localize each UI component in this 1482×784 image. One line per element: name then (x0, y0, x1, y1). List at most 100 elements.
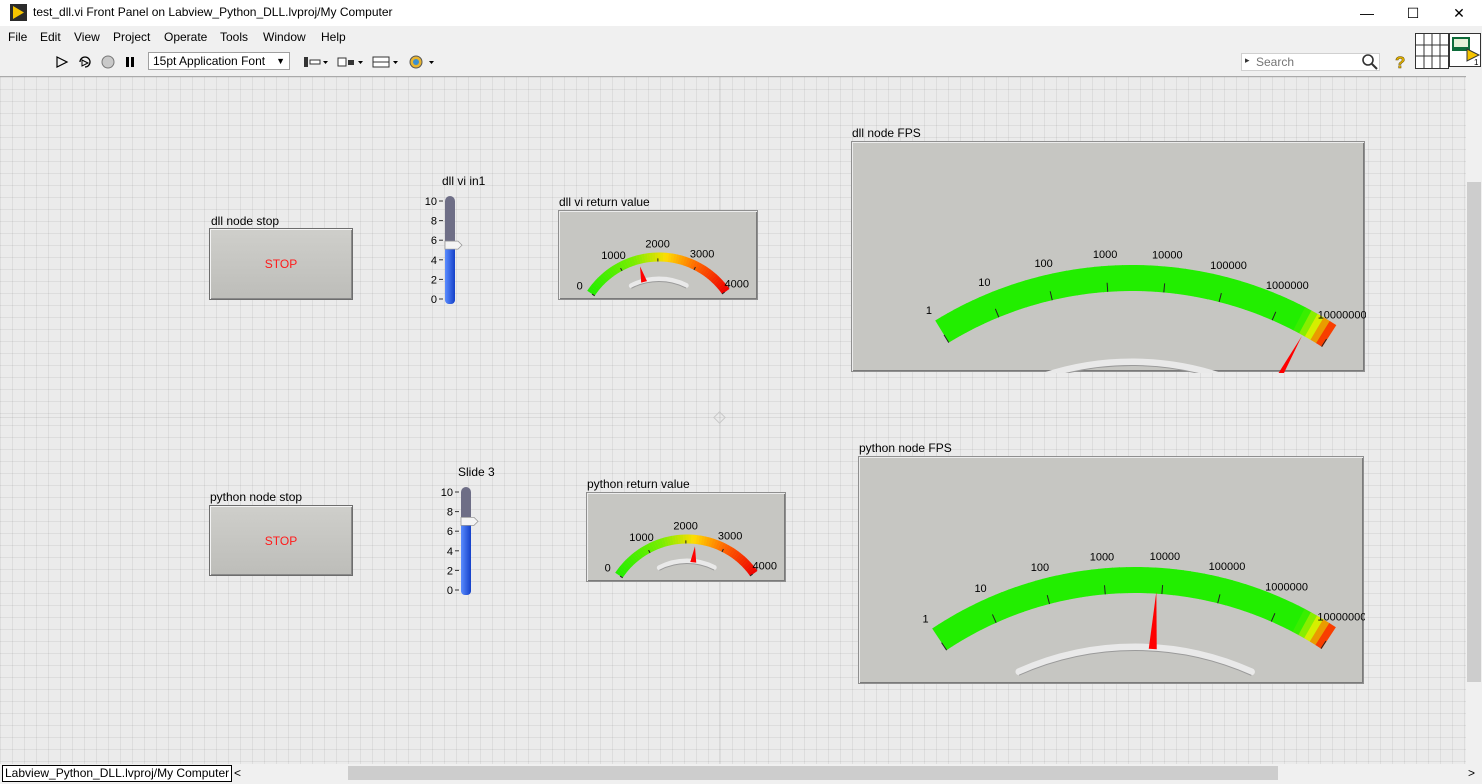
gauge-color-band (595, 277, 605, 287)
gauge-color-band (643, 544, 651, 555)
distribute-objects-icon[interactable] (336, 54, 364, 70)
gauge-hub (1015, 643, 1255, 676)
gauge-color-band (1237, 584, 1254, 612)
gauge-color-band (1038, 274, 1053, 302)
gauge-color-band (1281, 300, 1300, 328)
gauge-color-band (1232, 280, 1248, 308)
dll-slider[interactable]: 10 8 6 4 2 0 (410, 193, 470, 309)
vi-icon[interactable]: 1 (1449, 33, 1481, 67)
gauge-color-band (938, 620, 959, 647)
resize-objects-icon[interactable] (371, 54, 399, 70)
project-path-indicator[interactable]: Labview_Python_DLL.lvproj/My Computer (2, 765, 233, 782)
gauge-tick-label: 1000 (1093, 249, 1117, 261)
search-input[interactable] (1256, 55, 1356, 69)
gauge-color-band (1213, 275, 1228, 303)
title-bar: test_dll.vi Front Panel on Labview_Pytho… (0, 0, 1482, 26)
gauge-hub (1014, 358, 1255, 393)
gauge-color-band (620, 260, 627, 270)
close-button[interactable]: ✕ (1453, 4, 1465, 21)
gauge-color-band (708, 272, 717, 282)
gauge-color-band (717, 541, 724, 551)
gauge-color-band (1257, 289, 1274, 317)
python-slider-scale[interactable]: 10 8 6 4 2 0 (426, 484, 486, 600)
gauge-color-band (650, 541, 657, 551)
gauge-tick-label: 0 (577, 281, 583, 293)
panel-guide-horizontal (0, 417, 1466, 418)
gauge-color-band (621, 561, 631, 570)
maximize-button[interactable]: ☐ (1406, 4, 1420, 21)
gauge-color-band (615, 570, 625, 578)
dll-stop-button[interactable]: STOP (209, 228, 353, 300)
gauge-tick (1270, 613, 1276, 622)
gauge-color-band (1192, 572, 1205, 600)
gauge-tick-label: 10000 (1152, 249, 1183, 261)
connector-pane-icon[interactable] (1415, 33, 1449, 69)
menu-project[interactable]: Project (113, 30, 151, 44)
menu-view[interactable]: View (74, 30, 100, 44)
dll-slider-label: dll vi in1 (442, 174, 486, 188)
run-arrow-icon[interactable] (54, 54, 70, 70)
gauge-color-band (688, 534, 692, 544)
gauge-color-band (1153, 567, 1163, 594)
scroll-left-icon[interactable]: < (234, 766, 242, 780)
menu-edit[interactable]: Edit (40, 30, 61, 44)
gauge-tick (620, 267, 623, 272)
dll-slider-scale[interactable]: 10 8 6 4 2 0 (410, 193, 470, 309)
font-select[interactable]: 15pt Application Font ▼ (148, 52, 290, 70)
gauge-color-band (710, 274, 719, 283)
gauge-needle (1148, 591, 1157, 650)
scroll-right-icon[interactable]: > (1468, 766, 1476, 780)
gauge-color-band (660, 252, 664, 262)
run-continuously-icon[interactable] (76, 54, 94, 70)
gauge-color-band (1069, 571, 1082, 599)
gauge-color-band (680, 255, 686, 266)
gauge-color-band (1093, 266, 1104, 293)
gauge-color-band (1292, 608, 1312, 636)
reorder-icon[interactable] (407, 54, 437, 70)
gauge-color-band (968, 603, 988, 631)
gauge-color-band (717, 282, 727, 291)
gauge-color-band (657, 252, 661, 262)
gauge-color-band (726, 546, 734, 556)
gauge-color-band (703, 536, 708, 546)
help-icon[interactable]: ? (1392, 52, 1408, 72)
horizontal-scroll-thumb[interactable] (348, 766, 1278, 780)
gauge-color-band (690, 534, 695, 544)
gauge-color-band (696, 263, 704, 273)
abort-execution-icon[interactable] (100, 54, 116, 70)
python-stop-button[interactable]: STOP (209, 505, 353, 576)
gauge-color-band (1275, 297, 1294, 325)
search-dropdown-icon[interactable]: ▸ (1245, 55, 1250, 65)
menu-operate[interactable]: Operate (164, 30, 208, 44)
menu-window[interactable]: Window (263, 30, 306, 44)
gauge-color-band (994, 592, 1012, 620)
minimize-button[interactable]: — (1360, 5, 1374, 21)
slider-tick-label: 10 (441, 487, 453, 499)
pause-icon[interactable] (122, 54, 138, 70)
gauge-color-band (1018, 280, 1034, 308)
gauge-color-band (610, 265, 618, 275)
gauge-color-band (636, 549, 644, 559)
search-box[interactable]: ▸ (1241, 53, 1380, 71)
font-select-value: 15pt Application Font (153, 54, 266, 68)
vertical-scroll-thumb[interactable] (1467, 182, 1481, 682)
gauge-color-band (1028, 580, 1043, 608)
gauge-color-band (1112, 567, 1122, 594)
menu-file[interactable]: File (8, 30, 28, 44)
front-panel[interactable]: dll node stop STOP python node stop STOP… (0, 76, 1466, 765)
gauge-color-band (1226, 278, 1241, 306)
gauge-color-band (747, 566, 756, 575)
gauge-color-band (689, 259, 696, 269)
menu-tools[interactable]: Tools (220, 30, 249, 44)
slider-tick-label: 0 (447, 585, 453, 597)
gauge-color-band (736, 554, 745, 564)
search-icon[interactable] (1361, 53, 1379, 71)
gauge-color-band (1262, 593, 1280, 621)
align-objects-icon[interactable] (301, 54, 329, 70)
gauge-color-band (638, 254, 644, 264)
gauge-color-band (615, 262, 623, 273)
gauge-color-band (603, 270, 612, 280)
python-slider[interactable]: 10 8 6 4 2 0 (426, 484, 486, 600)
gauge-color-band (1114, 265, 1124, 292)
menu-help[interactable]: Help (321, 30, 346, 44)
